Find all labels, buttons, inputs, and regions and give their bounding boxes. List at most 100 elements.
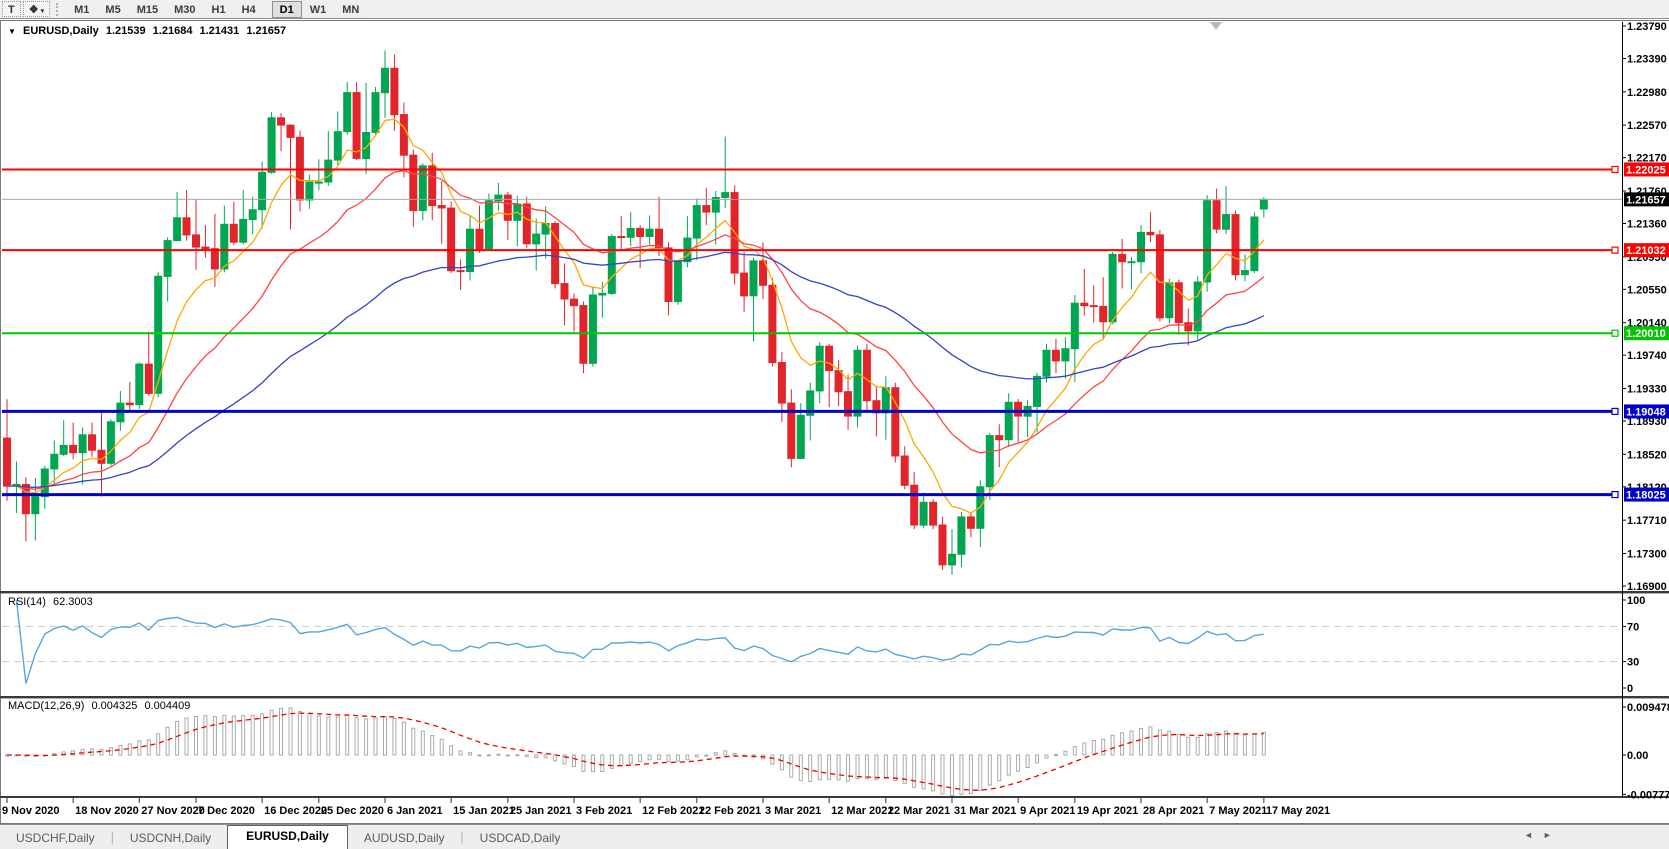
scroll-right-icon[interactable]: ► xyxy=(1542,830,1562,840)
date-axis-label: 17 May 2021 xyxy=(1266,805,1330,817)
level-price-badge-text: 1.20010 xyxy=(1626,328,1666,340)
candle-body xyxy=(985,435,994,488)
price-axis-label: 1.22570 xyxy=(1627,120,1667,132)
timeframe-button-mn[interactable]: MN xyxy=(334,1,368,18)
tab-scroll-arrows[interactable]: ◄► xyxy=(1524,830,1562,840)
macd-histogram-bar xyxy=(1186,736,1191,756)
macd-histogram-bar xyxy=(458,750,463,756)
macd-histogram-bar xyxy=(619,754,624,767)
timeframe-button-m1[interactable]: M1 xyxy=(66,1,98,18)
macd-histogram-bar xyxy=(600,754,605,772)
timeframe-button-m30[interactable]: M30 xyxy=(166,1,204,18)
tab-audusd-daily[interactable]: AUDUSD,Daily xyxy=(363,831,445,845)
macd-histogram-bar xyxy=(1110,734,1115,756)
candle-body xyxy=(1203,200,1212,283)
candle-body xyxy=(560,283,569,300)
tab-eurusd-daily[interactable]: EURUSD,Daily xyxy=(227,825,348,849)
chevron-down-icon: ▾ xyxy=(40,8,45,15)
line-anchor-marker[interactable] xyxy=(1611,490,1619,499)
rsi-name: RSI(14) xyxy=(8,596,46,608)
macd-histogram-bar xyxy=(581,754,586,772)
level-price-badge xyxy=(1624,243,1669,258)
candle-body xyxy=(664,247,673,302)
candle-body xyxy=(1061,348,1070,362)
macd-histogram-bar xyxy=(1091,740,1096,756)
price-axis-label: 1.19740 xyxy=(1627,350,1667,362)
candle-body xyxy=(428,165,437,207)
scroll-left-icon[interactable]: ◄ xyxy=(1524,830,1543,840)
chart-title[interactable]: ▼ EURUSD,Daily 1.21539 1.21684 1.21431 1… xyxy=(8,25,290,37)
candle-body xyxy=(645,228,654,237)
candle-body xyxy=(248,209,257,220)
macd-histogram-bar xyxy=(779,754,784,771)
timeframe-button-h4[interactable]: H4 xyxy=(233,1,264,18)
timeframe-button-d1[interactable]: D1 xyxy=(271,1,302,18)
arrows-tool-button[interactable]: ❖ ▾ xyxy=(22,1,51,17)
text-tool-button[interactable]: T xyxy=(2,1,21,17)
macd-histogram-bar xyxy=(468,752,472,756)
rsi-axis-label: 100 xyxy=(1627,595,1645,607)
macd-histogram-bar xyxy=(827,754,832,780)
timeframe-button-m5[interactable]: M5 xyxy=(97,1,129,18)
candle-body xyxy=(21,483,30,515)
date-axis-label: 15 Jan 2021 xyxy=(453,805,515,817)
timeframe-button-w1[interactable]: W1 xyxy=(301,1,335,18)
candle-body xyxy=(1146,231,1155,236)
candle-body xyxy=(787,402,796,459)
date-axis-label: 6 Jan 2021 xyxy=(387,805,443,817)
macd-histogram-bar xyxy=(496,753,501,756)
rsi-indicator-label: RSI(14) 62.3003 xyxy=(8,596,97,608)
candle-body xyxy=(636,227,645,237)
macd-indicator-label: MACD(12,26,9) 0.004325 0.004409 xyxy=(8,700,194,712)
line-anchor-marker[interactable] xyxy=(1611,165,1619,174)
macd-histogram-bar xyxy=(704,754,709,757)
candle-body xyxy=(1070,302,1079,350)
candle-body xyxy=(352,92,361,159)
macd-histogram-bar xyxy=(968,754,973,795)
candle-body xyxy=(673,261,682,303)
macd-histogram-bar xyxy=(156,733,161,756)
macd-histogram-bar xyxy=(534,754,539,758)
date-axis-label: 3 Mar 2021 xyxy=(765,805,821,817)
macd-histogram-bar xyxy=(364,718,369,756)
candle-body xyxy=(267,117,276,173)
line-anchor-marker[interactable] xyxy=(1611,246,1619,254)
macd-axis-label: -0.007778 xyxy=(1627,789,1669,801)
candle-body xyxy=(1184,322,1193,332)
candle-body xyxy=(721,192,730,199)
line-anchor-marker[interactable] xyxy=(1611,407,1619,416)
candle-body xyxy=(475,228,484,250)
tab-usdcnh-daily[interactable]: USDCNH,Daily xyxy=(129,831,212,845)
price-high: 1.21684 xyxy=(152,25,193,37)
chevron-down-icon: ▼ xyxy=(8,27,16,36)
line-anchor-marker[interactable] xyxy=(1611,329,1619,337)
macd-histogram-bar xyxy=(638,754,643,763)
price-axis-label: 1.22170 xyxy=(1627,153,1667,165)
candle-body xyxy=(1051,349,1060,362)
timeframe-button-h1[interactable]: H1 xyxy=(203,1,234,18)
candle-body xyxy=(1033,375,1041,407)
macd-axis-label: 0.009478 xyxy=(1627,702,1669,714)
macd-histogram-bar xyxy=(1195,736,1200,756)
candle-body xyxy=(286,124,295,138)
timeframe-button-m15[interactable]: M15 xyxy=(128,1,167,18)
date-axis-label: 28 Apr 2021 xyxy=(1143,805,1204,817)
candle-body xyxy=(532,233,541,245)
tab-usdchf-daily[interactable]: USDCHF,Daily xyxy=(16,831,95,845)
macd-histogram-bar xyxy=(940,754,945,795)
macd-histogram-bar xyxy=(241,715,246,756)
macd-histogram-bar xyxy=(1139,727,1143,756)
candle-body xyxy=(40,468,49,498)
candle-body xyxy=(229,223,238,243)
date-axis-label: 22 Mar 2021 xyxy=(888,805,950,817)
price-axis-label: 1.18520 xyxy=(1627,449,1667,461)
macd-histogram-bar xyxy=(685,754,690,761)
candle-body xyxy=(220,223,229,270)
price-axis-label: 1.20550 xyxy=(1627,284,1667,296)
macd-histogram-bar xyxy=(855,754,860,780)
candle-body xyxy=(1174,282,1183,324)
candle-body xyxy=(844,391,852,417)
tab-usdcad-daily[interactable]: USDCAD,Daily xyxy=(479,831,561,845)
